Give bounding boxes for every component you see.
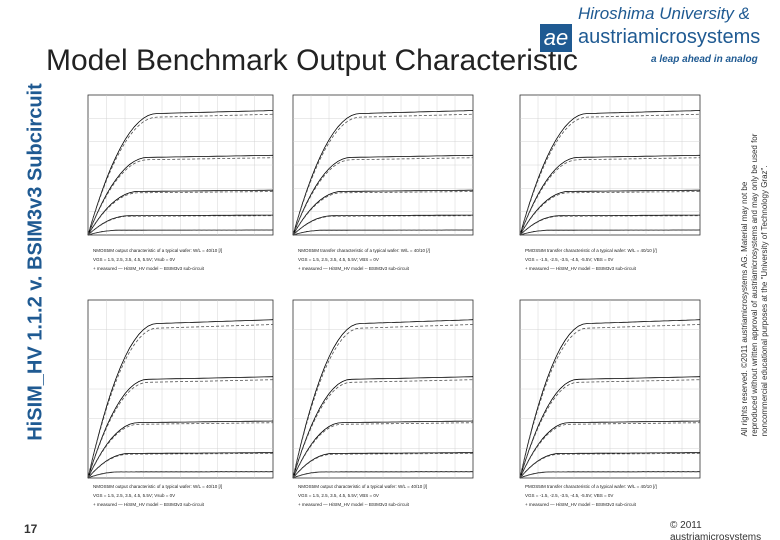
plot-curve: [292, 319, 474, 479]
slide-title: Model Benchmark Output Characteristic: [46, 44, 578, 77]
plot-curve: [292, 422, 474, 479]
plot-curve: [519, 319, 701, 479]
plot-curve: [292, 191, 474, 236]
plot-curve: [292, 189, 473, 236]
panel-caption: PMOS5IM transfer characteristic of a typ…: [525, 484, 657, 489]
plot-curve: [519, 189, 700, 236]
copyright: © 2011 austriamicrosystems: [670, 520, 761, 540]
page-number: 17: [24, 522, 38, 536]
copyright-year: © 2011: [670, 520, 702, 531]
panel-caption: NMOS5IM output characteristic of a typic…: [93, 248, 222, 253]
panel-caption: + measured — HiSIM_HV model -- BSIM3v3 s…: [525, 502, 637, 507]
plot-curve: [292, 376, 474, 479]
plot-curve: [87, 113, 274, 236]
panel-caption: VGS = 1.5, 2.5, 3.5, 4.5, 5.5V; VBS = 0V: [298, 257, 379, 262]
plot-curve: [87, 324, 274, 479]
panel-caption: + measured — HiSIM_HV model -- BSIM3v3 s…: [298, 502, 410, 507]
plot-curve: [87, 215, 273, 236]
panel-caption: VGS = 1.5, 2.5, 3.5, 4.5, 5.5V; Vsub = 0…: [93, 493, 175, 498]
plot-curve: [292, 453, 474, 479]
panel-caption: VGS = 1.5, 2.5, 3.5, 4.5, 5.5V; VBS = 0V: [298, 493, 379, 498]
plot-curve: [519, 110, 701, 236]
panel-caption: NMOS5IM transfer characteristic of a typ…: [298, 248, 430, 253]
plot-curve: [292, 229, 473, 236]
plot-curve: [87, 157, 274, 236]
plot-curve: [292, 215, 473, 236]
plot-curve: [292, 110, 474, 236]
plot-curve: [519, 453, 701, 479]
panel-caption: PMOS5IM transfer characteristic of a typ…: [525, 248, 657, 253]
plot-curve: [519, 214, 700, 236]
plot-curve: [87, 191, 274, 236]
plot-curve: [292, 324, 474, 479]
plot-curve: [519, 191, 701, 236]
panel-caption: VGS = -1.5, -2.5, -3.5, -4.5, -5.5V; VBS…: [525, 493, 613, 498]
plot-curve: [87, 214, 273, 236]
panel-caption: + measured — HiSIM_HV model -- BSIM3v3 s…: [298, 266, 410, 271]
panel-caption: NMOS5IM output characteristic of a typic…: [298, 484, 427, 489]
panel-caption: NMOS5IM output characteristic of a typic…: [93, 484, 222, 489]
plot-curve: [292, 154, 474, 236]
logo-mark: ae: [540, 24, 572, 52]
plot-curve: [87, 379, 274, 479]
plot-curve: [87, 110, 274, 236]
panel-caption: + measured — HiSIM_HV model -- BSIM3v3 s…: [93, 266, 205, 271]
plot-curve: [519, 113, 701, 236]
plot-curve: [87, 189, 273, 236]
logo-text: austriamicrosystems: [578, 26, 761, 48]
plot-curve: [292, 157, 474, 236]
plot-curve: [292, 471, 473, 479]
plot-curve: [519, 471, 700, 479]
plot-curve: [87, 319, 274, 479]
panel-caption: + measured — HiSIM_HV model -- BSIM3v3 s…: [525, 266, 637, 271]
organization: Hiroshima University &: [578, 4, 750, 23]
plot-curve: [519, 154, 701, 236]
plot-curve: [87, 471, 273, 479]
plot-curve: [519, 215, 700, 236]
plot-curve: [87, 452, 273, 479]
tagline: a leap ahead in analog: [651, 54, 758, 65]
plot-curve: [292, 420, 474, 479]
plot-curve: [87, 229, 273, 236]
plot-curve: [87, 420, 274, 479]
company: austriamicrosystems: [670, 532, 762, 540]
plot-curve: [519, 422, 701, 479]
plot-curve: [519, 229, 700, 236]
panel-caption: VGS = 1.5, 2.5, 3.5, 4.5, 5.5V; Vsub = 0…: [93, 257, 175, 262]
plot-curve: [519, 324, 701, 479]
plot-curve: [292, 452, 473, 479]
plot-curve: [87, 453, 274, 479]
plot-curve: [292, 113, 474, 236]
plot-curve: [87, 154, 274, 236]
plot-curve: [292, 214, 473, 236]
panel-caption: VGS = -1.5, -2.5, -3.5, -4.5, -5.5V; VBS…: [525, 257, 613, 262]
plot-curve: [519, 376, 701, 479]
plot-curve: [519, 420, 701, 479]
plot-curve: [87, 376, 274, 479]
plot-curve: [87, 422, 274, 479]
panel-caption: + measured — HiSIM_HV model -- BSIM3v3 s…: [93, 502, 205, 507]
plot-curve: [519, 452, 700, 479]
plot-curve: [519, 157, 701, 236]
